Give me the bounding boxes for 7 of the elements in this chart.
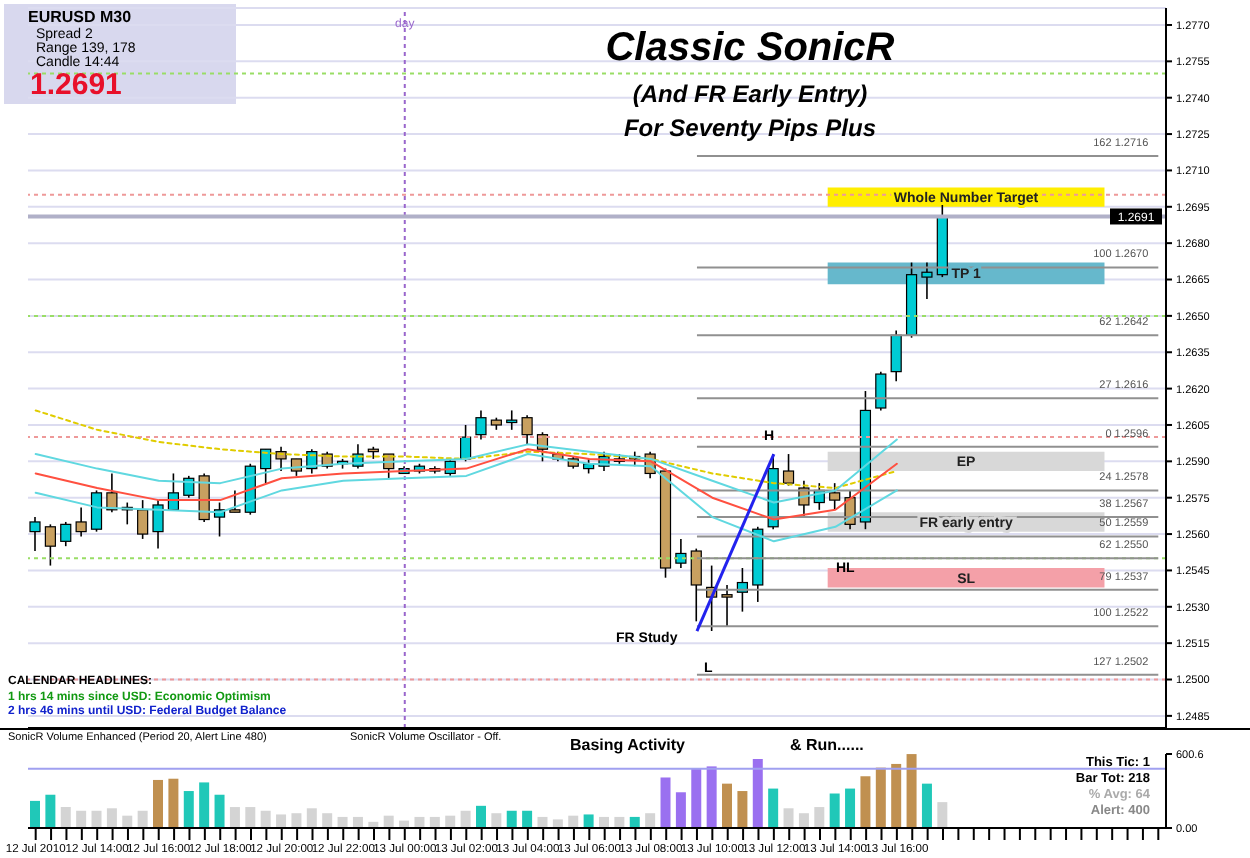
text: (And FR Early Entry) <box>632 80 868 108</box>
annotation: For Seventy Pips Plus <box>623 114 877 142</box>
annotation: & Run...... <box>790 736 864 754</box>
annotation: EURUSD M30 <box>28 8 132 26</box>
text: Classic SonicR <box>605 26 895 70</box>
annotation: Basing Activity <box>570 736 685 754</box>
annotation: 1.2691 <box>30 68 122 102</box>
